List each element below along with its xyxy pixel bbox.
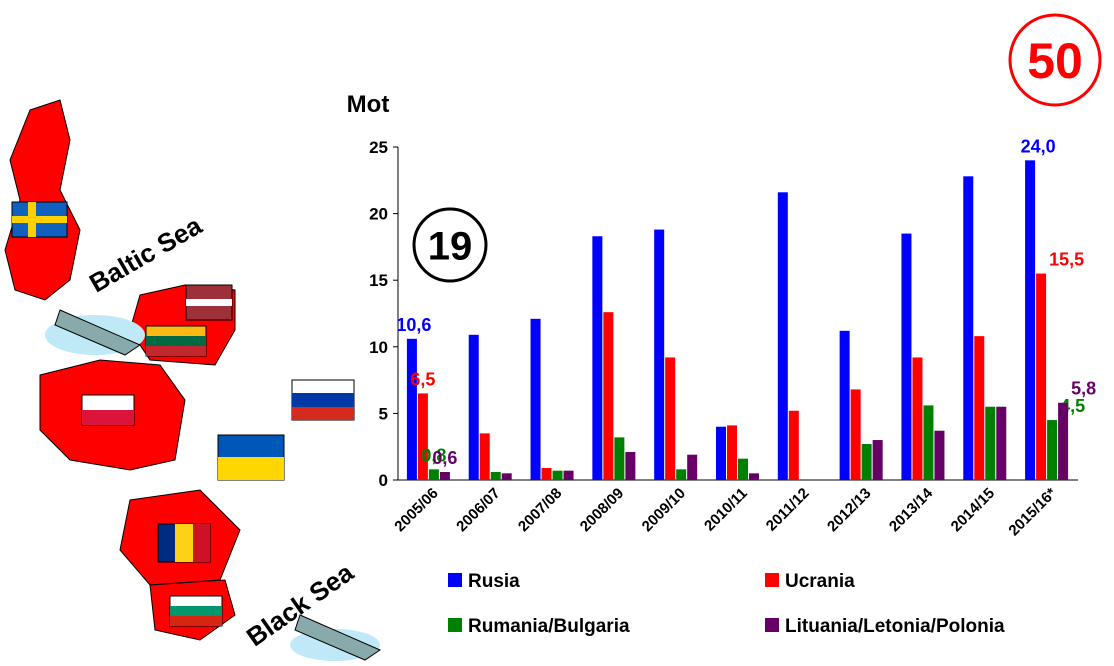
bar [862, 444, 872, 480]
bar [407, 339, 417, 480]
bar [418, 393, 428, 480]
y-tick-label: 0 [379, 471, 388, 490]
annotation: 50 [1027, 33, 1083, 89]
x-tick-label: 2012/13 [824, 485, 874, 535]
bar [654, 230, 664, 480]
y-tick-label: 20 [369, 205, 388, 224]
bar [749, 473, 759, 480]
bar [873, 440, 883, 480]
flag-latvia [186, 285, 232, 320]
x-tick-label: 2015/16* [1005, 485, 1060, 540]
flag-poland [82, 395, 134, 425]
legend-swatch [448, 618, 462, 632]
bar [778, 192, 788, 480]
bar [923, 405, 933, 480]
bar [851, 389, 861, 480]
value-label: 0,6 [432, 448, 457, 468]
annotation: 19 [428, 224, 473, 268]
bar [614, 437, 624, 480]
bar [480, 433, 490, 480]
flag-lithuania [146, 326, 206, 356]
legend-label: Rumania/Bulgaria [468, 616, 630, 637]
bar [934, 431, 944, 480]
x-tick-label: 2007/08 [515, 485, 565, 535]
bar [440, 472, 450, 480]
value-label: 15,5 [1049, 250, 1084, 270]
legend-label: Rusia [468, 571, 520, 592]
bar [625, 452, 635, 480]
x-tick-label: 2010/11 [701, 485, 751, 535]
bar [789, 411, 799, 480]
value-label: 10,6 [396, 315, 431, 335]
bar [738, 459, 748, 480]
y-tick-label: 15 [369, 271, 388, 290]
legend-swatch [448, 573, 462, 587]
legend-swatch [765, 618, 779, 632]
bar [491, 472, 501, 480]
x-tick-label: 2006/07 [453, 485, 503, 535]
value-label: 24,0 [1021, 136, 1056, 156]
value-label: 6,5 [410, 369, 435, 389]
flag-romania [158, 524, 210, 562]
bar [1025, 160, 1035, 480]
y-axis-label: Mot [347, 91, 390, 118]
bar [676, 469, 686, 480]
bar [603, 312, 613, 480]
legend-label: Lituania/Letonia/Polonia [785, 616, 1005, 637]
bar [1036, 274, 1046, 480]
bar [542, 468, 552, 480]
x-tick-label: 2008/09 [577, 485, 627, 535]
bar [502, 473, 512, 480]
bar [912, 357, 922, 480]
bar [665, 357, 675, 480]
sweden [5, 100, 80, 300]
bar [716, 427, 726, 480]
bar [553, 471, 563, 480]
value-label: 5,8 [1071, 379, 1096, 399]
bar [840, 331, 850, 480]
bar [985, 407, 995, 480]
legend-label: Ucrania [785, 571, 855, 592]
bar [996, 407, 1006, 480]
flag-sweden [12, 202, 67, 237]
y-tick-label: 25 [369, 138, 388, 157]
bar [1047, 420, 1057, 480]
legend-swatch [765, 573, 779, 587]
x-tick-label: 2014/15 [948, 485, 998, 535]
flag-russia [292, 380, 354, 420]
bar [429, 469, 439, 480]
x-tick-label: 2009/10 [639, 485, 689, 535]
bar [592, 236, 602, 480]
flag-bulgaria [170, 596, 222, 626]
bar [974, 336, 984, 480]
bar [564, 471, 574, 480]
x-tick-label: 2013/14 [886, 484, 937, 535]
bar [963, 176, 973, 480]
bar [687, 455, 697, 480]
x-tick-label: 2005/06 [391, 485, 441, 535]
y-tick-label: 10 [369, 338, 388, 357]
bar [1058, 403, 1068, 480]
flag-ukraine [218, 435, 284, 480]
y-tick-label: 5 [379, 404, 388, 423]
x-tick-label: 2011/12 [763, 485, 813, 535]
bar [901, 234, 911, 480]
bar [727, 425, 737, 480]
page: Baltic Sea Black Sea Mot 05101520252005/… [0, 0, 1114, 666]
bar [469, 335, 479, 480]
bar [531, 319, 541, 480]
